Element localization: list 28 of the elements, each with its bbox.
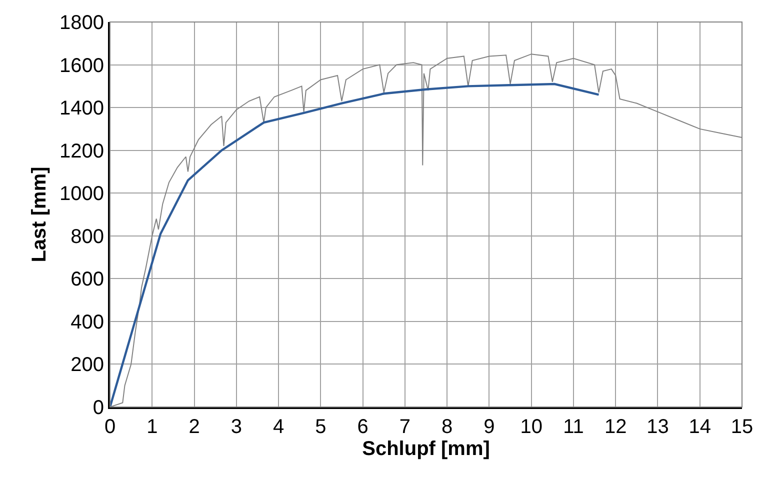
x-tick-label: 10 <box>520 416 542 438</box>
x-tick-label: 5 <box>315 416 326 438</box>
x-tick-label: 4 <box>272 416 284 438</box>
y-tick-label: 1200 <box>60 140 104 162</box>
y-tick-label: 0 <box>92 397 104 419</box>
x-tick-label: 1 <box>146 416 158 438</box>
x-tick-label: 11 <box>563 416 584 438</box>
x-tick-label: 15 <box>730 416 754 438</box>
y-tick-label: 1000 <box>60 183 104 206</box>
y-tick-label: 1600 <box>60 54 104 77</box>
y-tick-label: 400 <box>70 311 104 334</box>
x-tick-label: 14 <box>688 416 711 438</box>
x-tick-label: 7 <box>399 416 410 438</box>
y-tick-label: 600 <box>70 268 104 291</box>
x-tick-label: 3 <box>230 416 242 438</box>
y-axis-title: Last [mm] <box>28 166 50 262</box>
y-tick-label: 1800 <box>60 12 104 34</box>
x-tick-label: 6 <box>357 416 368 438</box>
x-tick-label: 9 <box>484 416 495 438</box>
y-tick-label: 1400 <box>60 98 104 120</box>
x-tick-label: 13 <box>646 416 669 438</box>
y-tick-label: 200 <box>70 354 104 376</box>
x-tick-label: 8 <box>442 416 453 438</box>
x-tick-label: 2 <box>188 416 200 438</box>
line-series <box>110 82 600 407</box>
x-tick-label: 12 <box>604 416 627 438</box>
x-axis-title: Schlupf [mm] <box>362 438 490 460</box>
y-tick-label: 800 <box>70 226 104 248</box>
